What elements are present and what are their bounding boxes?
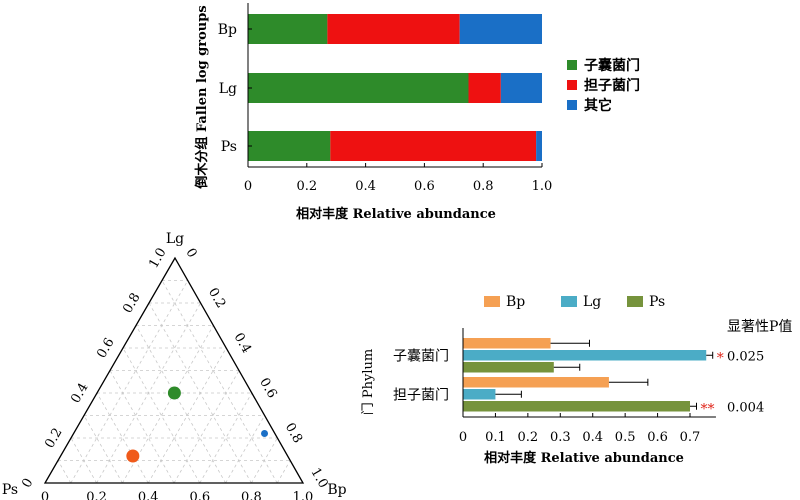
- grid-line: [83, 415, 123, 484]
- ternary-frame: [43, 256, 305, 484]
- x-tick-label: 0: [459, 430, 467, 445]
- data-point: [167, 386, 181, 400]
- grid-line: [57, 460, 72, 484]
- bar: [463, 350, 707, 361]
- vertex-label-left: Ps: [2, 482, 18, 498]
- tick-label-right: 0.6: [256, 376, 279, 401]
- tick-label-right: 0.4: [231, 331, 254, 356]
- significance-header: 显著性P值: [727, 319, 792, 335]
- legend-label: 子囊菌门: [584, 57, 640, 74]
- vertex-label-top: Lg: [166, 231, 184, 247]
- legend-swatch: [561, 296, 577, 307]
- tick-label-left: 0.6: [94, 336, 117, 361]
- x-tick-label: 0.7: [680, 430, 701, 445]
- legend-label: Ps: [649, 294, 665, 310]
- grid-line: [199, 392, 253, 484]
- tick-label-bottom: 0.4: [138, 490, 159, 500]
- category-label: 子囊菌门: [393, 347, 449, 364]
- grouped-bar-chart: Bp Lg Ps 显著性P值 0 0.1 0.2 0.3 0.4 0.5 0.6 0.7 子囊菌门…: [361, 294, 792, 466]
- bar: [463, 362, 554, 373]
- legend-label: 担子菌门: [584, 77, 640, 94]
- x-axis-label: 相对丰度 Relative abundance: [296, 206, 496, 222]
- bar-segment: [327, 14, 460, 44]
- category-label: 担子菌门: [393, 387, 449, 403]
- legend-swatch: [567, 60, 577, 70]
- legend-swatch: [567, 100, 577, 110]
- category-label: Ps: [221, 139, 237, 155]
- bar-segment: [248, 131, 331, 161]
- bar-segment: [500, 73, 542, 103]
- bar: [463, 377, 609, 388]
- data-point: [261, 430, 269, 437]
- grid-line: [173, 370, 240, 484]
- bar: [463, 389, 496, 400]
- tick-label-right: 0: [182, 246, 199, 261]
- tick-label-left: 0.2: [42, 426, 65, 451]
- y-axis-label: 门 Phylum: [361, 349, 376, 415]
- vertex-label-right: Bp: [327, 482, 346, 498]
- bar: [463, 401, 691, 412]
- grid-line: [96, 392, 149, 484]
- grid-line: [70, 280, 189, 484]
- significance-stars: **: [700, 401, 714, 417]
- x-tick-label: 0.2: [296, 179, 317, 194]
- data-point: [126, 449, 140, 463]
- legend-label: Lg: [583, 294, 601, 310]
- bar-segment: [248, 14, 328, 44]
- tick-label-bottom: 0: [41, 490, 49, 500]
- tick-label-left: 0.4: [68, 381, 91, 406]
- tick-label-bottom: 1.0: [293, 490, 314, 500]
- bar-segment: [536, 131, 542, 161]
- x-tick-label: 0.6: [414, 179, 435, 194]
- x-tick-label: 0.1: [485, 430, 506, 445]
- bar-segment: [468, 73, 501, 103]
- stacked-bar-chart: 0 0.2 0.4 0.6 0.8 1.0 Bp Lg Ps 倒木分组 Fallen log …: [194, 3, 640, 222]
- tick-label-left: 0: [19, 476, 36, 491]
- p-value: 0.025: [727, 349, 764, 364]
- bar-segment: [248, 73, 469, 103]
- grid-line: [161, 280, 278, 484]
- significance-stars: *: [717, 350, 724, 366]
- tick-label-bottom: 0.6: [189, 490, 210, 500]
- x-tick-label: 0: [244, 179, 252, 194]
- legend-swatch: [567, 80, 577, 90]
- tick-label-right: 0.2: [205, 286, 228, 311]
- legend-label: 其它: [584, 97, 612, 114]
- grid-line: [135, 325, 226, 484]
- grid-line: [251, 437, 278, 484]
- x-tick-label: 0.8: [473, 179, 494, 194]
- x-tick-label: 0.3: [550, 430, 571, 445]
- grid-line: [276, 460, 291, 484]
- bar: [463, 338, 551, 349]
- tick-label-bottom: 0.8: [241, 490, 262, 500]
- grid-line: [225, 415, 265, 484]
- bar-segment: [330, 131, 537, 161]
- tick-label-left: 1.0: [146, 246, 169, 271]
- legend-label: Bp: [506, 294, 525, 310]
- ternary-plot: 0000.20.20.20.40.40.40.60.60.60.80.80.81…: [2, 231, 347, 500]
- y-axis-label: 倒木分组 Fallen log groups: [194, 5, 210, 189]
- x-tick-label: 0.6: [647, 430, 668, 445]
- x-tick-label: 0.4: [355, 179, 376, 194]
- tick-label-left: 0.8: [120, 291, 143, 316]
- x-axis-label: 相对丰度 Relative abundance: [484, 450, 684, 466]
- x-tick-label: 1.0: [532, 179, 553, 194]
- legend-swatch: [627, 296, 643, 307]
- grid-line: [70, 437, 97, 484]
- category-label: Lg: [219, 81, 237, 97]
- tick-label-bottom: 0.2: [86, 490, 107, 500]
- bar-segment: [459, 14, 542, 44]
- x-tick-label: 0.5: [615, 430, 636, 445]
- p-value: 0.004: [727, 400, 764, 415]
- grid-line: [109, 370, 175, 484]
- tick-label-right: 0.8: [282, 421, 305, 446]
- x-tick-label: 0.2: [518, 430, 539, 445]
- legend-swatch: [484, 296, 500, 307]
- x-tick-label: 0.4: [582, 430, 603, 445]
- category-label: Bp: [218, 22, 237, 38]
